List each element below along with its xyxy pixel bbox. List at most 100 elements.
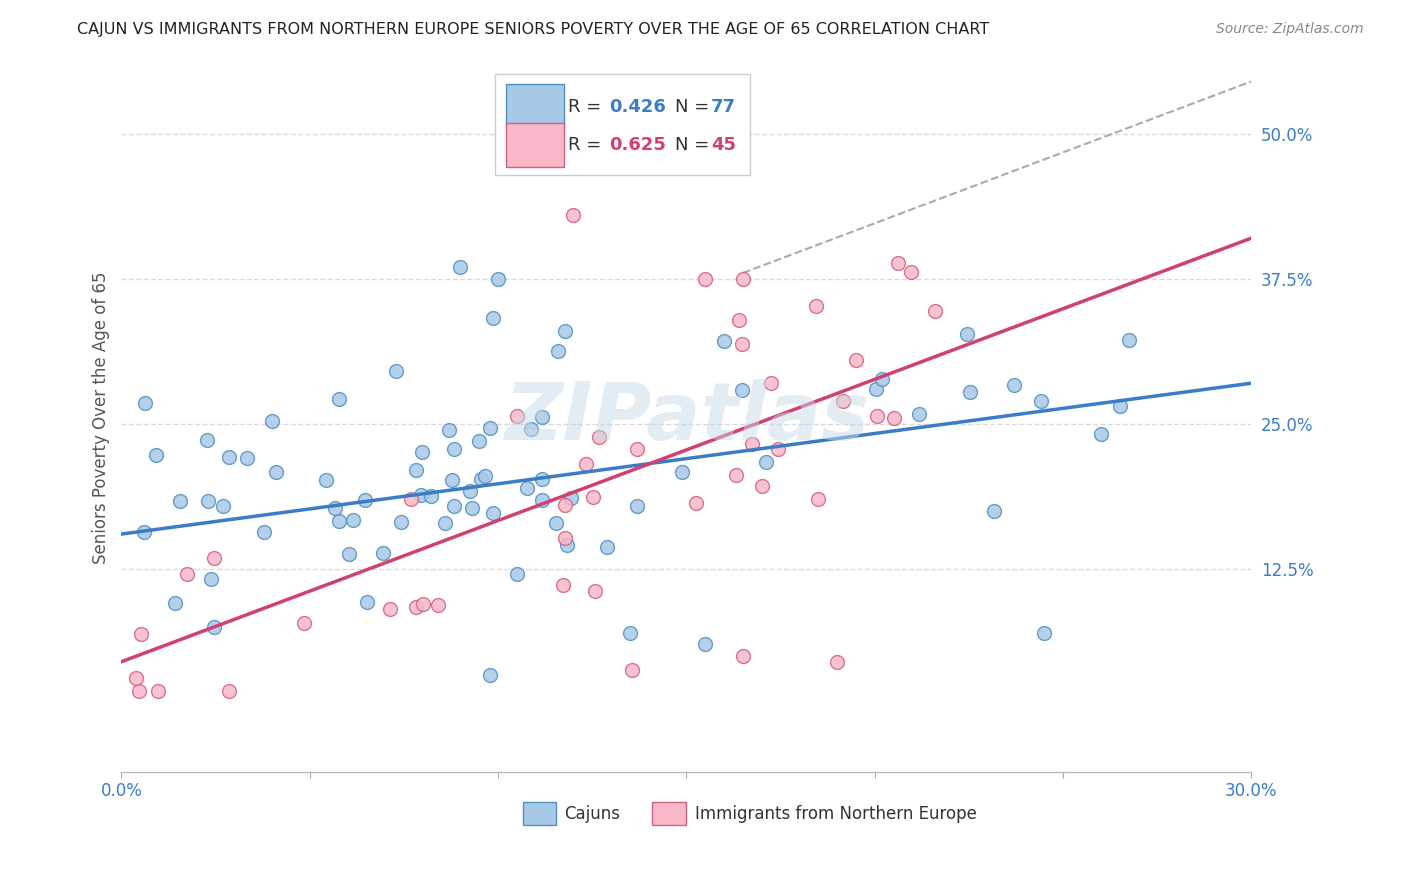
Point bbox=[956, 327, 979, 342]
Point bbox=[460, 501, 482, 516]
Point bbox=[197, 493, 219, 508]
Point bbox=[825, 655, 848, 669]
Point bbox=[458, 483, 481, 498]
Point bbox=[530, 409, 553, 424]
Point bbox=[389, 516, 412, 530]
Point bbox=[575, 458, 598, 472]
Point bbox=[482, 310, 505, 325]
Point bbox=[671, 465, 693, 479]
Text: R =: R = bbox=[568, 136, 607, 154]
Point bbox=[872, 372, 894, 386]
Point bbox=[1108, 400, 1130, 414]
Text: Source: ZipAtlas.com: Source: ZipAtlas.com bbox=[1216, 22, 1364, 37]
Point bbox=[759, 376, 782, 390]
Point bbox=[626, 499, 648, 513]
Point bbox=[478, 668, 501, 682]
FancyBboxPatch shape bbox=[523, 803, 557, 825]
Y-axis label: Seniors Poverty Over the Age of 65: Seniors Poverty Over the Age of 65 bbox=[93, 272, 110, 565]
Point bbox=[449, 260, 471, 274]
Point bbox=[353, 492, 375, 507]
Text: R =: R = bbox=[568, 97, 607, 116]
Text: ZIPatlas: ZIPatlas bbox=[503, 379, 869, 457]
Point bbox=[384, 364, 406, 378]
Point bbox=[907, 407, 929, 421]
Point bbox=[356, 595, 378, 609]
Point bbox=[731, 337, 754, 351]
Point bbox=[866, 409, 889, 423]
Point bbox=[731, 648, 754, 663]
Point bbox=[546, 516, 568, 531]
Point bbox=[713, 334, 735, 348]
Point bbox=[883, 411, 905, 425]
Point bbox=[440, 473, 463, 487]
Point bbox=[380, 601, 402, 615]
Point bbox=[807, 492, 830, 507]
Point bbox=[212, 500, 235, 514]
Point bbox=[728, 313, 751, 327]
Point bbox=[128, 683, 150, 698]
Point bbox=[262, 414, 284, 428]
Point bbox=[420, 489, 443, 503]
Point bbox=[531, 472, 554, 486]
Point bbox=[145, 448, 167, 462]
Text: N =: N = bbox=[675, 97, 716, 116]
Point bbox=[554, 531, 576, 545]
Text: 45: 45 bbox=[711, 136, 737, 154]
Text: Cajuns: Cajuns bbox=[564, 805, 620, 822]
Point bbox=[832, 394, 855, 409]
Point bbox=[478, 420, 501, 434]
Text: Immigrants from Northern Europe: Immigrants from Northern Europe bbox=[696, 805, 977, 822]
Point bbox=[204, 551, 226, 566]
Point bbox=[1033, 625, 1056, 640]
Point bbox=[200, 573, 222, 587]
Point bbox=[486, 272, 509, 286]
Point bbox=[562, 208, 585, 222]
Point bbox=[328, 392, 350, 406]
Point bbox=[596, 540, 619, 554]
Point bbox=[146, 683, 169, 698]
Point bbox=[551, 577, 574, 591]
Point bbox=[959, 384, 981, 399]
Text: CAJUN VS IMMIGRANTS FROM NORTHERN EUROPE SENIORS POVERTY OVER THE AGE OF 65 CORR: CAJUN VS IMMIGRANTS FROM NORTHERN EUROPE… bbox=[77, 22, 990, 37]
Point bbox=[588, 429, 610, 443]
Point bbox=[731, 383, 754, 397]
Point bbox=[202, 620, 225, 634]
Point bbox=[131, 627, 153, 641]
Point bbox=[1090, 427, 1112, 442]
Point bbox=[619, 625, 641, 640]
Point bbox=[443, 442, 465, 456]
Point bbox=[427, 599, 450, 613]
Point bbox=[731, 272, 754, 286]
Text: 0.426: 0.426 bbox=[610, 97, 666, 116]
Point bbox=[218, 683, 240, 698]
Point bbox=[470, 472, 492, 486]
Point bbox=[685, 496, 707, 510]
Point bbox=[134, 396, 156, 410]
Point bbox=[725, 467, 748, 482]
Text: N =: N = bbox=[675, 136, 716, 154]
FancyBboxPatch shape bbox=[506, 123, 564, 167]
Point bbox=[315, 473, 337, 487]
Point bbox=[804, 299, 827, 313]
Point bbox=[474, 469, 496, 483]
Point bbox=[411, 445, 433, 459]
Point bbox=[554, 324, 576, 338]
Point bbox=[555, 538, 578, 552]
Point bbox=[437, 423, 460, 437]
Point bbox=[768, 442, 790, 456]
Point bbox=[900, 265, 922, 279]
Point bbox=[620, 663, 643, 677]
Point bbox=[176, 566, 198, 581]
FancyBboxPatch shape bbox=[652, 803, 686, 825]
Point bbox=[468, 434, 491, 449]
Point bbox=[323, 501, 346, 516]
Point bbox=[516, 481, 538, 495]
Point bbox=[125, 671, 148, 685]
FancyBboxPatch shape bbox=[495, 74, 749, 175]
Point bbox=[235, 450, 257, 465]
Point bbox=[195, 433, 218, 447]
Point bbox=[1118, 333, 1140, 347]
Point bbox=[405, 463, 427, 477]
Point bbox=[582, 490, 605, 504]
Point bbox=[751, 478, 773, 492]
